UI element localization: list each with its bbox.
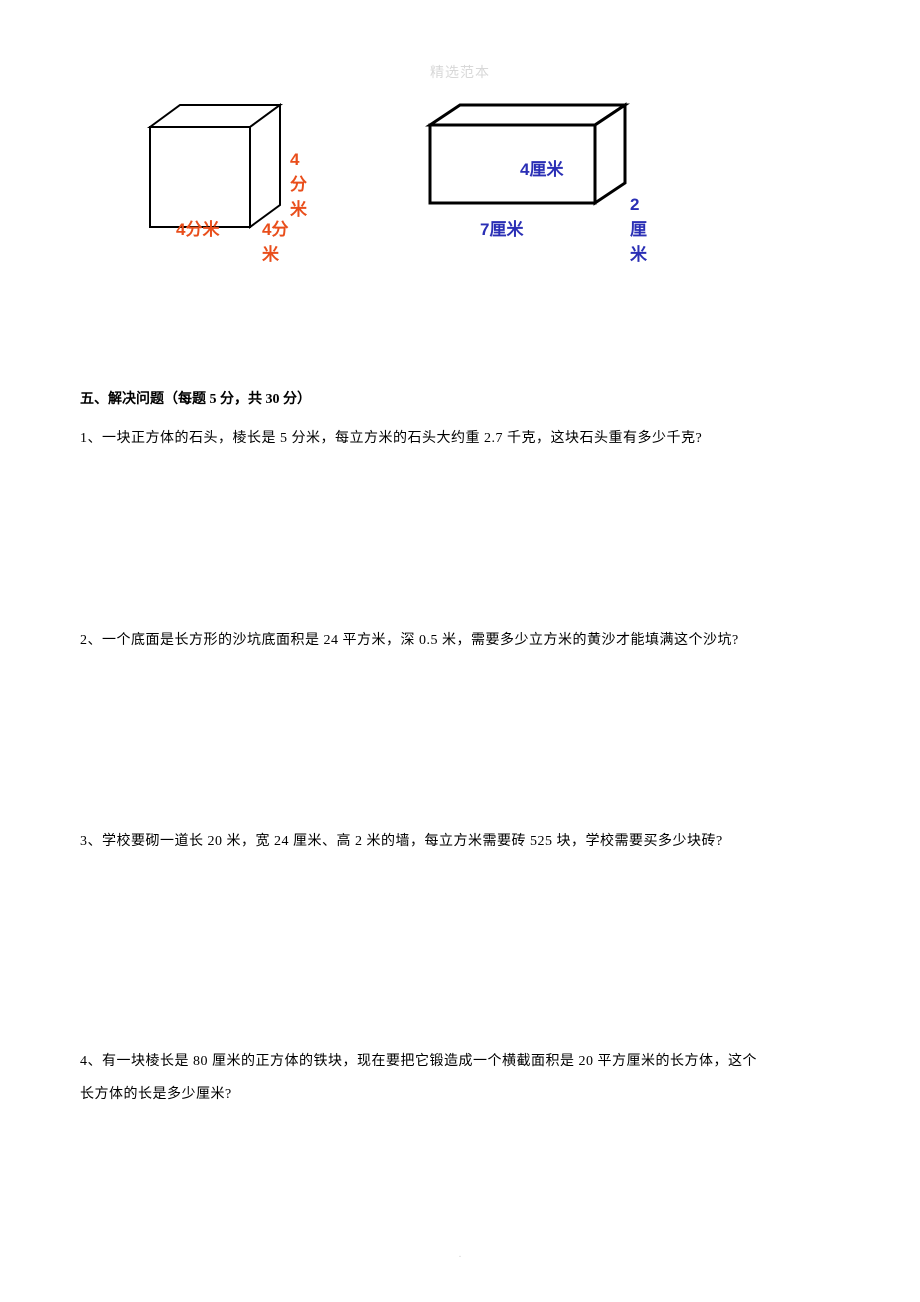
question-1: 1、一块正方体的石头，棱长是 5 分米，每立方米的石头大约重 2.7 千克，这块… — [80, 422, 840, 456]
cube-figure: 4分米 4分米 4分米 — [140, 95, 290, 245]
question-4-line1: 4、有一块棱长是 80 厘米的正方体的铁块，现在要把它锻造成一个横截面积是 20… — [80, 1045, 840, 1079]
content-area: 五、解决问题（每题 5 分，共 30 分） 1、一块正方体的石头，棱长是 5 分… — [80, 388, 840, 1112]
page-header-label: 精选范本 — [0, 62, 920, 82]
cube-depth-label: 4分米 — [262, 215, 290, 265]
cuboid-width-label: 2厘米 — [630, 195, 647, 265]
cube-width-label: 4分米 — [176, 215, 219, 240]
section-title: 五、解决问题（每题 5 分，共 30 分） — [80, 388, 840, 408]
cuboid-height-label: 4厘米 — [520, 155, 563, 180]
question-4-line2: 长方体的长是多少厘米? — [80, 1078, 840, 1112]
question-3: 3、学校要砌一道长 20 米，宽 24 厘米、高 2 米的墙，每立方米需要砖 5… — [80, 825, 840, 859]
cuboid-length-label: 7厘米 — [480, 215, 523, 240]
question-4: 4、有一块棱长是 80 厘米的正方体的铁块，现在要把它锻造成一个横截面积是 20… — [80, 1045, 840, 1112]
page-footer: . — [0, 1249, 920, 1260]
cuboid-figure: 4厘米 2厘米 7厘米 — [420, 95, 635, 230]
figures-container: 4分米 4分米 4分米 4厘米 2厘米 7厘米 — [140, 95, 700, 255]
cube-height-label: 4分米 — [290, 150, 307, 220]
question-2: 2、一个底面是长方形的沙坑底面积是 24 平方米，深 0.5 米，需要多少立方米… — [80, 624, 840, 658]
